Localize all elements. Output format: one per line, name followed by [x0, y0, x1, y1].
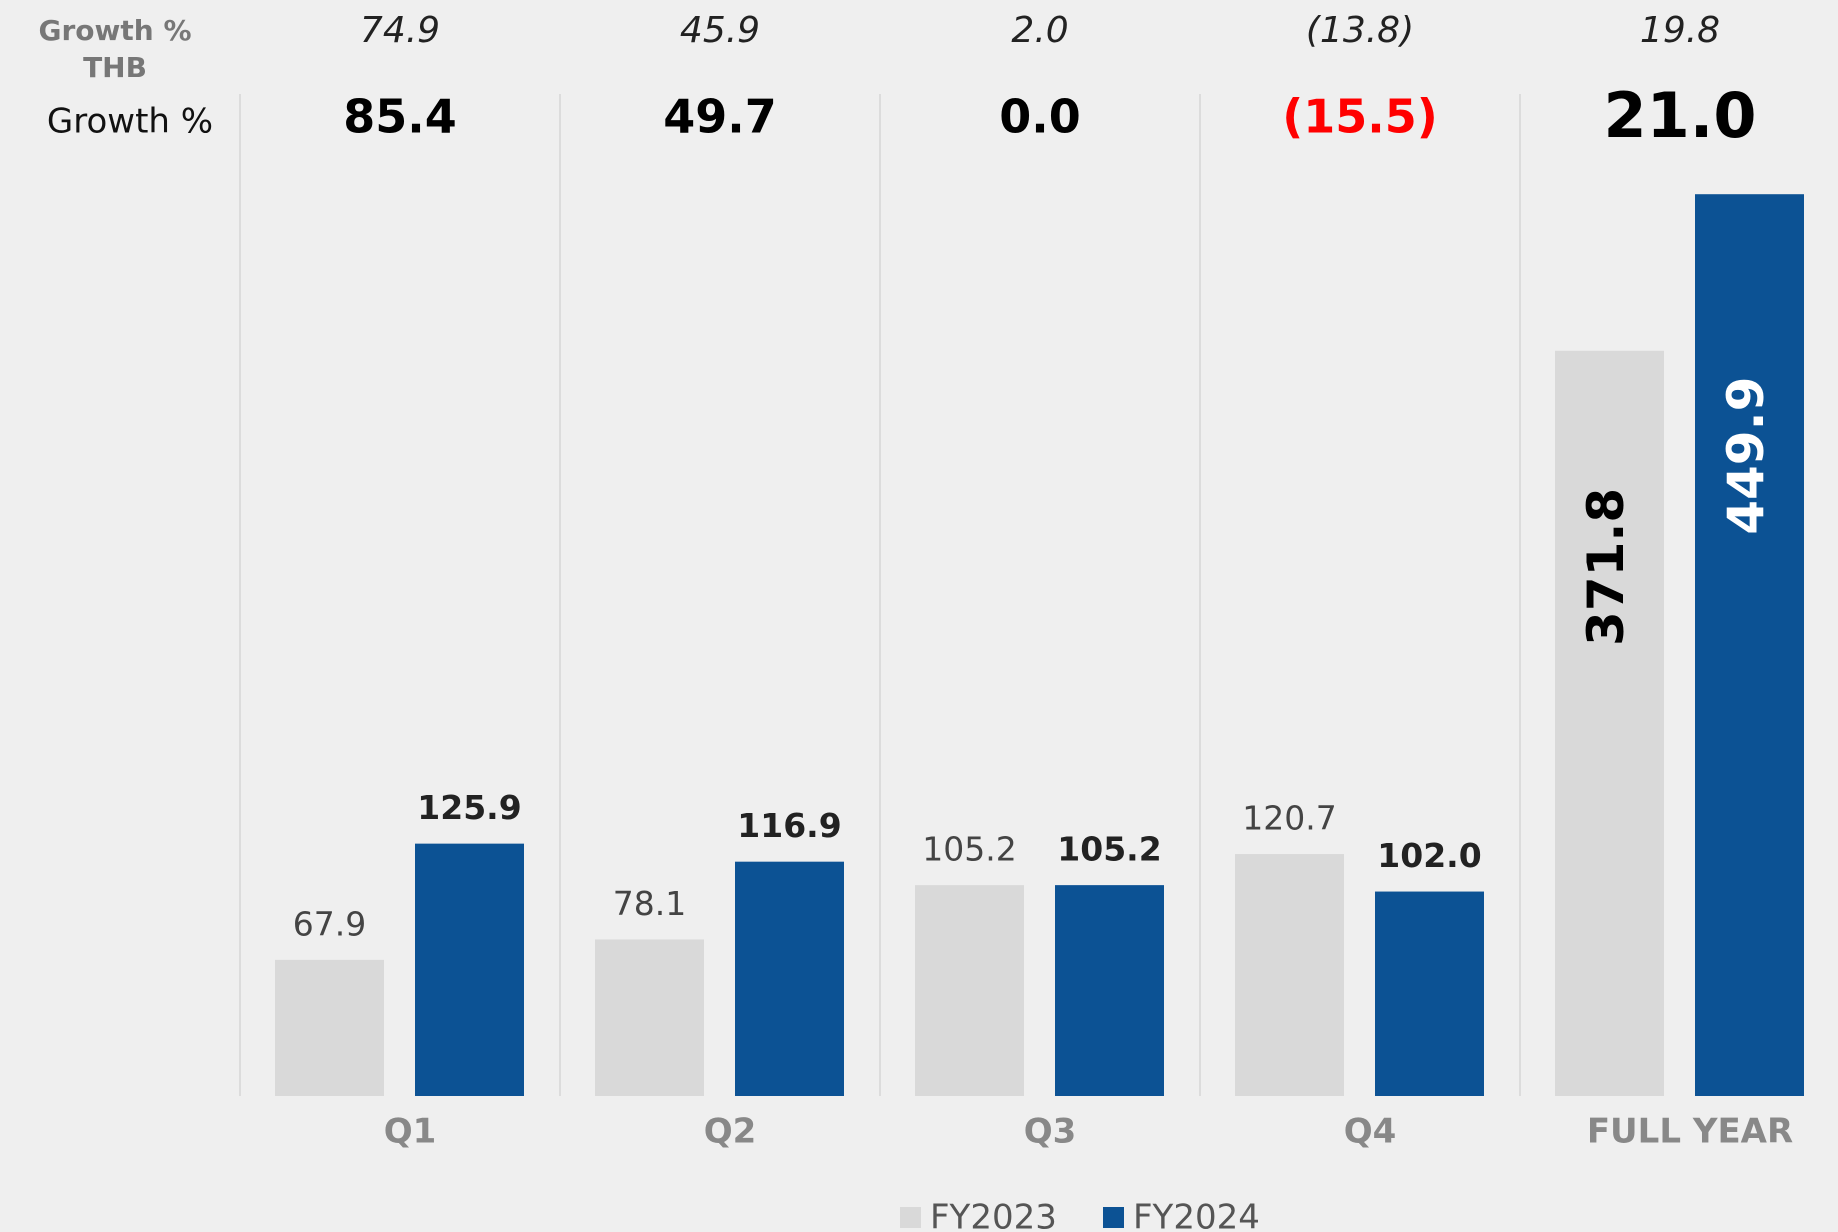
bar-value-label: 449.9 — [1717, 377, 1775, 535]
growth-value: 2.0 — [1011, 10, 1068, 51]
growth-value: 74.9 — [360, 10, 440, 51]
bar-value-label: 102.0 — [1377, 836, 1481, 875]
bar-value-label: 116.9 — [737, 806, 841, 845]
bar — [1235, 854, 1344, 1096]
bar — [915, 885, 1024, 1096]
bar — [1055, 885, 1164, 1096]
bar-value-label: 78.1 — [613, 884, 686, 923]
bar — [275, 959, 384, 1096]
x-tick-label: Q4 — [1344, 1112, 1397, 1152]
bar-value-label: 371.8 — [1577, 488, 1635, 646]
growth-value: (13.8) — [1306, 10, 1414, 51]
bar — [1695, 194, 1804, 1096]
bar-value-label: 125.9 — [417, 788, 521, 827]
growth-value: 19.8 — [1640, 10, 1720, 51]
x-tick-label: Q2 — [704, 1112, 757, 1152]
growth-value: 85.4 — [343, 90, 457, 144]
bar-value-label: 105.2 — [1057, 830, 1161, 869]
x-tick-label: FULL YEAR — [1587, 1112, 1793, 1152]
bar — [1555, 350, 1664, 1096]
x-tick-label: Q3 — [1024, 1112, 1077, 1152]
bar-value-label: 120.7 — [1242, 799, 1336, 838]
bar-value-label: 67.9 — [293, 904, 366, 943]
growth-value: 49.7 — [663, 90, 777, 144]
growth-row-label: Growth % — [47, 102, 213, 142]
growth-value: 0.0 — [999, 90, 1081, 144]
bar — [595, 939, 704, 1096]
growth-row-label: THB — [83, 51, 147, 84]
bar — [735, 861, 844, 1096]
legend-swatch — [900, 1207, 921, 1228]
legend-label: FY2024 — [1133, 1198, 1260, 1232]
growth-row-label: Growth % — [38, 14, 191, 47]
x-tick-label: Q1 — [384, 1112, 437, 1152]
growth-value: 21.0 — [1604, 79, 1757, 152]
legend-label: FY2023 — [930, 1198, 1057, 1232]
growth-value: (15.5) — [1282, 90, 1438, 144]
growth-value: 45.9 — [680, 10, 760, 51]
bar — [1375, 891, 1484, 1096]
bar-value-label: 105.2 — [922, 830, 1016, 869]
bar — [415, 843, 524, 1096]
legend-swatch — [1103, 1207, 1124, 1228]
